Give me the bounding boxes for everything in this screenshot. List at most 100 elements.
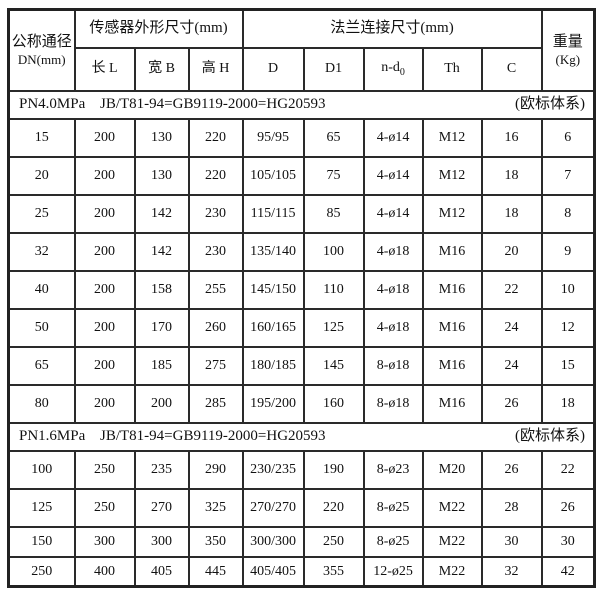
table-cell: 125 <box>7 487 76 528</box>
table-cell: 325 <box>187 487 244 528</box>
section-inner: PN1.6MPa JB/T81-94=GB9119-2000=HG20593 (欧标… <box>11 427 593 446</box>
table-cell: 355 <box>302 555 365 588</box>
section-note-label: (欧标体系) <box>515 428 586 445</box>
table-cell: 445 <box>187 555 244 588</box>
table-cell: M22 <box>421 525 483 558</box>
table-cell: 250 <box>7 555 76 588</box>
nominal-diameter-unit: DN(mm) <box>17 51 66 67</box>
table-cell: 22 <box>540 449 596 490</box>
table-cell: 142 <box>133 231 190 272</box>
section-pressure-label: PN4.0MPa <box>19 96 86 113</box>
table-cell: 300 <box>73 525 136 558</box>
table-cell: 400 <box>73 555 136 588</box>
column-header-height: 高 H <box>187 46 244 92</box>
table-cell: 10 <box>540 269 596 310</box>
table-cell: 130 <box>133 155 190 196</box>
table-row: 15 200 130 220 95/95 65 4-ø14 M12 16 6 <box>7 117 596 158</box>
table-cell: 135/140 <box>241 231 305 272</box>
table-cell: 26 <box>480 449 543 490</box>
table-cell: 100 <box>7 449 76 490</box>
table-cell: 230 <box>187 193 244 234</box>
column-header-n-d0: n-d0 <box>362 46 424 92</box>
table-row: 150 300 300 350 300/300 250 8-ø25 M22 30 30 <box>7 525 596 558</box>
table-cell: 145/150 <box>241 269 305 310</box>
table-cell: 200 <box>73 117 136 158</box>
table-cell: 7 <box>540 155 596 196</box>
table-cell: M12 <box>421 117 483 158</box>
table-cell: 4-ø14 <box>362 117 424 158</box>
table-cell: 4-ø18 <box>362 307 424 348</box>
table-cell: M16 <box>421 345 483 386</box>
table-cell: 6 <box>540 117 596 158</box>
flange-dimension-spec-table: 公称通径 DN(mm) 传感器外形尺寸(mm) 法兰连接尺寸(mm) 重量 (K… <box>7 8 597 588</box>
table-cell: 125 <box>302 307 365 348</box>
table-cell: 235 <box>133 449 190 490</box>
nominal-diameter-label: 公称通径 <box>11 33 72 50</box>
table-cell: 8-ø23 <box>362 449 424 490</box>
table-body: PN4.0MPa JB/T81-94=GB9119-2000=HG20593 (欧标… <box>7 89 596 588</box>
table-cell: 270 <box>133 487 190 528</box>
table-cell: 250 <box>73 487 136 528</box>
section-standard-label: JB/T81-94=GB9119-2000=HG20593 <box>100 96 326 113</box>
table-cell: 26 <box>480 383 543 424</box>
table-cell: 405 <box>133 555 190 588</box>
table-cell: 260 <box>187 307 244 348</box>
table-cell: 18 <box>540 383 596 424</box>
table-cell: 28 <box>480 487 543 528</box>
table-cell: 4-ø14 <box>362 155 424 196</box>
table-cell: 12-ø25 <box>362 555 424 588</box>
table-cell: 160 <box>302 383 365 424</box>
table-cell: 275 <box>187 345 244 386</box>
table-cell: 255 <box>187 269 244 310</box>
table-cell: 220 <box>302 487 365 528</box>
table-cell: 4-ø18 <box>362 269 424 310</box>
table-cell: 158 <box>133 269 190 310</box>
section-cell: PN1.6MPa JB/T81-94=GB9119-2000=HG20593 (欧标… <box>7 421 596 452</box>
table-cell: 150 <box>7 525 76 558</box>
table-cell: 230 <box>187 231 244 272</box>
table-row: 40 200 158 255 145/150 110 4-ø18 M16 22 10 <box>7 269 596 310</box>
table-cell: 170 <box>133 307 190 348</box>
table-cell: 25 <box>7 193 76 234</box>
table-cell: M22 <box>421 555 483 588</box>
table-cell: 80 <box>7 383 76 424</box>
table-cell: M12 <box>421 193 483 234</box>
table-cell: 9 <box>540 231 596 272</box>
table-cell: M16 <box>421 307 483 348</box>
table-cell: 200 <box>73 193 136 234</box>
table-cell: 115/115 <box>241 193 305 234</box>
weight-unit: (Kg) <box>555 51 581 67</box>
table-cell: 24 <box>480 307 543 348</box>
section-inner: PN4.0MPa JB/T81-94=GB9119-2000=HG20593 (欧标… <box>11 95 593 114</box>
table-cell: 16 <box>480 117 543 158</box>
column-header-c: C <box>480 46 543 92</box>
table-cell: 110 <box>302 269 365 310</box>
table-cell: 200 <box>73 155 136 196</box>
table-cell: 270/270 <box>241 487 305 528</box>
header-row-columns: 长 L 宽 B 高 H D D1 n-d0 Th C <box>9 46 595 92</box>
table-cell: 285 <box>187 383 244 424</box>
table-cell: 4-ø18 <box>362 231 424 272</box>
table-cell: 8-ø25 <box>362 487 424 528</box>
table-cell: 145 <box>302 345 365 386</box>
table-cell: 200 <box>73 231 136 272</box>
table-row: 125 250 270 325 270/270 220 8-ø25 M22 28 26 <box>7 487 596 528</box>
column-group-sensor-dimensions: 传感器外形尺寸(mm) <box>73 8 244 49</box>
column-group-flange-dimensions: 法兰连接尺寸(mm) <box>241 8 543 49</box>
table-cell: 200 <box>73 307 136 348</box>
table-cell: 30 <box>480 525 543 558</box>
section-row: PN4.0MPa JB/T81-94=GB9119-2000=HG20593 (欧标… <box>7 89 596 120</box>
column-header-th: Th <box>421 46 483 92</box>
table-cell: 26 <box>540 487 596 528</box>
table-cell: 290 <box>187 449 244 490</box>
table-cell: 75 <box>302 155 365 196</box>
table-cell: 50 <box>7 307 76 348</box>
table-cell: 18 <box>480 155 543 196</box>
section-pressure-label: PN1.6MPa <box>19 428 86 445</box>
table-cell: 200 <box>133 383 190 424</box>
section-cell: PN4.0MPa JB/T81-94=GB9119-2000=HG20593 (欧标… <box>7 89 596 120</box>
table-cell: 24 <box>480 345 543 386</box>
table-cell: 200 <box>73 269 136 310</box>
table-cell: 250 <box>73 449 136 490</box>
table-cell: 405/405 <box>241 555 305 588</box>
